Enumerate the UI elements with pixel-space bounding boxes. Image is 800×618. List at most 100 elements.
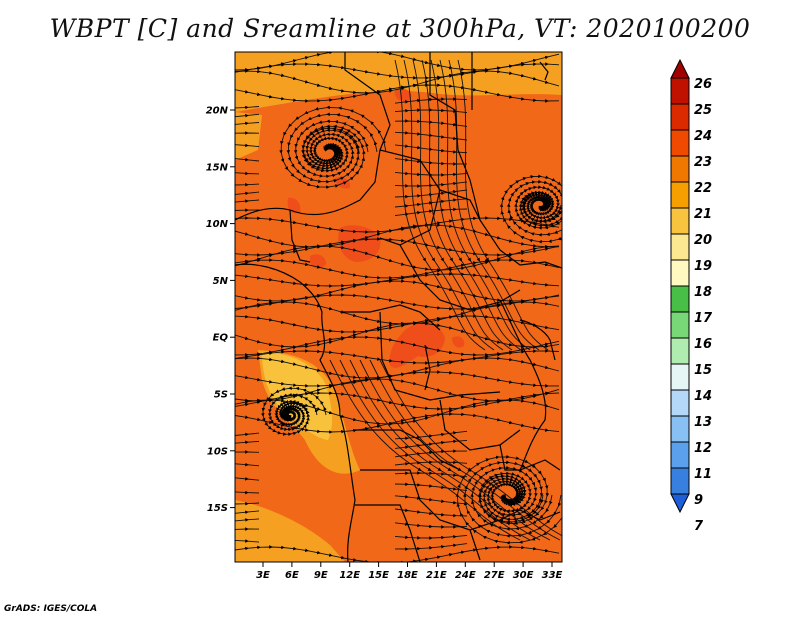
streamline [394, 59, 486, 351]
streamline [235, 191, 260, 196]
streamline [394, 522, 468, 529]
streamline [394, 131, 468, 141]
colorbar-label: 25 [694, 103, 712, 118]
streamline [457, 59, 549, 351]
streamline [235, 432, 260, 437]
chart-title: WBPT [C] and Sreamline at 300hPa, VT: 20… [49, 14, 751, 43]
streamline [235, 462, 260, 467]
streamline [235, 157, 260, 162]
streamline [235, 440, 260, 445]
colorbar-segment [670, 337, 690, 365]
colorbar-label: 17 [694, 311, 713, 326]
streamline [300, 126, 361, 173]
streamline [448, 59, 540, 351]
streamline [235, 83, 560, 103]
streamline [439, 59, 531, 351]
streamline [235, 121, 260, 126]
streamline [235, 105, 260, 110]
colorbar-segment [670, 181, 690, 209]
colorbar-label: 11 [694, 467, 712, 482]
streamline [521, 190, 562, 224]
colorbar-label: 21 [694, 207, 712, 222]
map-frame [234, 51, 563, 563]
streamline [394, 207, 468, 217]
streamline [394, 158, 468, 166]
colorbar-segment [670, 441, 690, 469]
streamline [394, 430, 468, 441]
streamline [394, 119, 468, 127]
colorbar-label: 20 [694, 233, 712, 248]
wbpt-field [235, 52, 562, 562]
streamline [394, 171, 468, 177]
lat-label: 15S [207, 503, 228, 514]
colorbar-segment [670, 363, 690, 391]
colorbar-segment [670, 129, 690, 157]
colorbar-top-arrow [670, 58, 690, 79]
colorbar-segment [670, 467, 690, 495]
streamline [394, 482, 468, 492]
colorbar-segment [670, 77, 690, 105]
colorbar-segment [670, 103, 690, 131]
colorbar-segment [670, 259, 690, 287]
colorbar-label: 23 [694, 155, 712, 170]
colorbar-label: 14 [694, 389, 712, 404]
colorbar-label: 13 [694, 415, 712, 430]
streamline [412, 59, 504, 351]
country-borders [235, 52, 562, 562]
streamline [359, 359, 551, 541]
streamline [421, 59, 513, 351]
latitude-axis: 20N 15N 10N 5N EQ 5S 10S 15S [206, 106, 235, 514]
colorbar-label: 24 [694, 129, 712, 144]
streamline [235, 490, 260, 495]
streamline [394, 460, 468, 466]
lon-label: 21E [426, 570, 447, 581]
streamline [235, 501, 260, 506]
grads-credit: GrADS: IGES/COLA [4, 604, 98, 614]
lon-label: 30E [513, 570, 534, 581]
colorbar-label: 16 [694, 337, 712, 352]
streamline [235, 518, 260, 522]
lon-label: 27E [484, 570, 505, 581]
streamline [394, 508, 468, 518]
colorbar-label: 22 [694, 181, 712, 196]
streamline [349, 359, 541, 541]
lon-label: 15E [368, 570, 389, 581]
streamline [430, 59, 522, 351]
lat-label: 10S [207, 446, 228, 457]
colorbar-segment [670, 415, 690, 443]
streamlines [235, 52, 562, 562]
colorbar-label: 18 [694, 285, 712, 300]
streamline [235, 143, 260, 148]
colorbar-label: 12 [694, 441, 712, 456]
lat-label: 5N [213, 276, 229, 287]
lat-label: 10N [206, 219, 229, 230]
lon-label: 33E [542, 570, 563, 581]
lat-label: 5S [214, 390, 228, 401]
streamline [394, 449, 467, 458]
streamline [235, 171, 260, 176]
colorbar-segment [670, 233, 690, 261]
streamline [394, 144, 468, 154]
lat-label: 20N [206, 106, 229, 117]
lon-label: 3E [256, 570, 270, 581]
colorbar: 26 25 24 23 22 21 20 19 18 17 16 15 14 13 12 11 9 7 [670, 58, 713, 534]
colorbar-segment [670, 285, 690, 313]
streamline [235, 545, 560, 562]
colorbar-segment [670, 389, 690, 417]
streamline [394, 471, 468, 478]
streamline [394, 534, 468, 540]
lon-label: 12E [339, 570, 360, 581]
colorbar-label: 7 [694, 519, 704, 534]
colorbar-segment [670, 311, 690, 339]
lon-label: 18E [397, 570, 418, 581]
streamline [235, 412, 560, 434]
lon-label: 24E [455, 570, 476, 581]
colorbar-label: 9 [694, 493, 703, 508]
lat-label: EQ [213, 333, 229, 344]
streamline [403, 59, 495, 351]
colorbar-label: 15 [694, 363, 712, 378]
streamline [394, 494, 468, 505]
streamline [235, 477, 260, 481]
streamline [235, 182, 260, 187]
